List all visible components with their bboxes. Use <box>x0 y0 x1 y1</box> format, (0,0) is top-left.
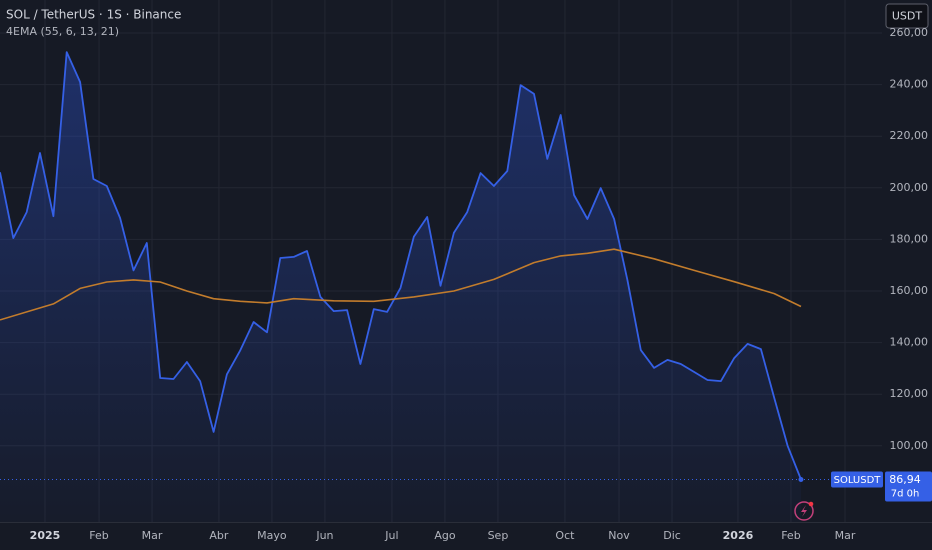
x-tick-label: Jun <box>315 529 333 542</box>
y-tick-label: 140,00 <box>890 336 929 349</box>
price-tag-label: 86,94 <box>889 473 921 486</box>
y-tick-label: 180,00 <box>890 232 929 245</box>
y-tick-label: 160,00 <box>890 284 929 297</box>
price-tag <box>885 471 932 502</box>
x-tick-label: 2025 <box>30 529 61 542</box>
currency-button[interactable] <box>885 3 929 29</box>
x-tick-label: Feb <box>89 529 108 542</box>
x-tick-label: Nov <box>608 529 630 542</box>
chart-title: SOL / TetherUS · 1S · Binance <box>6 8 181 22</box>
currency-button-label[interactable]: USDT <box>892 10 923 23</box>
x-tick-label: Sep <box>488 529 509 542</box>
y-tick-label: 100,00 <box>890 439 929 452</box>
x-tick-label: Abr <box>209 529 229 542</box>
indicator-label: 4EMA (55, 6, 13, 21) <box>6 25 119 38</box>
x-tick-label: Mar <box>142 529 163 542</box>
x-tick-label: Ago <box>434 529 456 542</box>
symbol-tag <box>831 471 883 488</box>
x-tick-label: Mar <box>835 529 856 542</box>
ema-line <box>0 248 802 321</box>
y-tick-label: 120,00 <box>890 387 929 400</box>
x-tick-label: Jul <box>384 529 398 542</box>
x-tick-label: Dic <box>663 529 681 542</box>
x-tick-label: Oct <box>555 529 575 542</box>
last-point <box>798 477 804 483</box>
price-line <box>0 51 802 480</box>
y-tick-label: 260,00 <box>890 26 929 39</box>
y-tick-label: 220,00 <box>890 129 929 142</box>
x-tick-label: Feb <box>781 529 800 542</box>
x-tick-label: Mayo <box>257 529 287 542</box>
y-tick-label: 200,00 <box>890 181 929 194</box>
x-tick-label: 2026 <box>723 529 754 542</box>
countdown-label: 7d 0h <box>891 489 920 500</box>
y-tick-label: 240,00 <box>890 78 929 91</box>
symbol-tag-label: SOLUSDT <box>834 475 882 486</box>
price-area <box>0 52 801 522</box>
alert-icon[interactable] <box>794 501 814 521</box>
